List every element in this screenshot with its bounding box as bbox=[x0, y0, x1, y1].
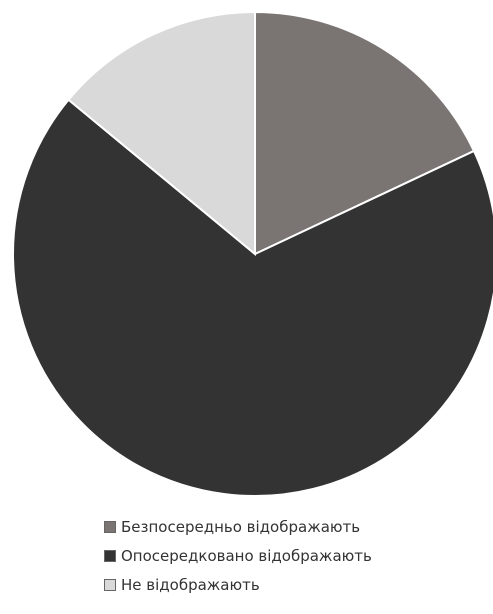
legend: Безпосередньо відображають Опосередкован… bbox=[104, 512, 484, 599]
legend-label-none: Не відображають bbox=[121, 575, 260, 594]
legend-swatch-none bbox=[104, 578, 116, 591]
pie-slice-none bbox=[67, 10, 256, 257]
legend-item-direct: Безпосередньо відображають bbox=[104, 512, 484, 541]
pie-slices bbox=[12, 10, 493, 497]
legend-item-indirect: Опосередковано відображають bbox=[104, 541, 484, 570]
pie-slice-indirect bbox=[12, 98, 493, 497]
legend-label-indirect: Опосередковано відображають bbox=[121, 546, 372, 565]
legend-label-direct: Безпосередньо відображають bbox=[121, 517, 361, 536]
pie-plot-area bbox=[12, 10, 493, 497]
legend-item-none: Не відображають bbox=[104, 570, 484, 599]
legend-swatch-indirect bbox=[104, 549, 116, 562]
legend-swatch-direct bbox=[104, 520, 116, 533]
pie-slice-direct bbox=[254, 10, 476, 256]
